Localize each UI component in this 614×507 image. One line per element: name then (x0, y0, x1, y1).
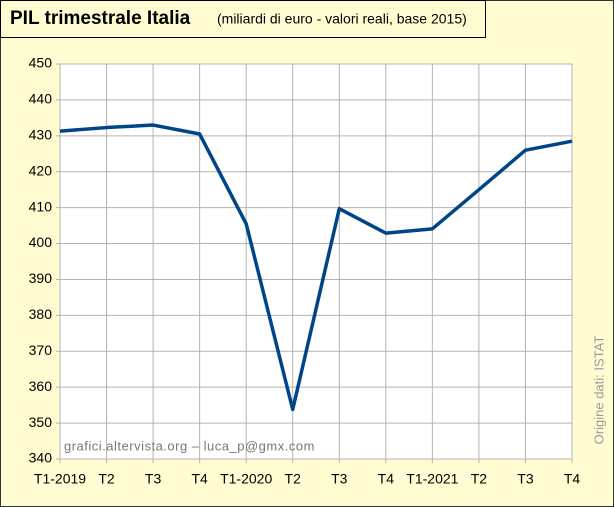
data-line (59, 123, 573, 412)
chart-title: PIL trimestrale Italia (10, 8, 191, 29)
source-note: Origine dati: ISTAT (591, 336, 606, 445)
y-tick-label: 400 (29, 234, 53, 250)
y-tick-label: 380 (29, 306, 53, 322)
x-tick-label: T4 (378, 471, 395, 487)
y-tick-label: 350 (29, 414, 53, 430)
x-tick-label: T3 (517, 471, 534, 487)
grid: 340 350 360 370 380 390 400 410 420 430 440 450 T1-2… (29, 55, 581, 487)
y-tick-label: 440 (29, 91, 53, 107)
y-tick-label: 360 (29, 378, 53, 394)
x-tick-label: T4 (191, 471, 208, 487)
x-tick-label: T2 (285, 471, 302, 487)
y-tick-label: 420 (29, 162, 53, 178)
plot-area (60, 64, 572, 459)
x-tick-label: T1-2019 (34, 471, 86, 487)
y-tick-label: 340 (29, 450, 53, 466)
x-tick-label: T1-2020 (220, 471, 272, 487)
x-tick-label: T2 (98, 471, 115, 487)
x-tick-label: T4 (564, 471, 581, 487)
chart-subtitle: (miliardi di euro - valori reali, base 2… (217, 11, 467, 27)
x-tick-label: T1-2021 (406, 471, 458, 487)
y-tick-label: 410 (29, 198, 53, 214)
watermark: grafici.altervista.org – luca_p@gmx.com (64, 438, 315, 453)
x-tick-label: T3 (145, 471, 162, 487)
y-tick-label: 370 (29, 342, 53, 358)
y-tick-label: 450 (29, 55, 53, 71)
y-tick-label: 390 (29, 270, 53, 286)
x-tick-label: T2 (471, 471, 488, 487)
plot-border (59, 63, 573, 460)
marks (59, 123, 573, 412)
title-box (0, 0, 486, 38)
x-tick-label: T3 (331, 471, 348, 487)
y-tick-label: 430 (29, 127, 53, 143)
